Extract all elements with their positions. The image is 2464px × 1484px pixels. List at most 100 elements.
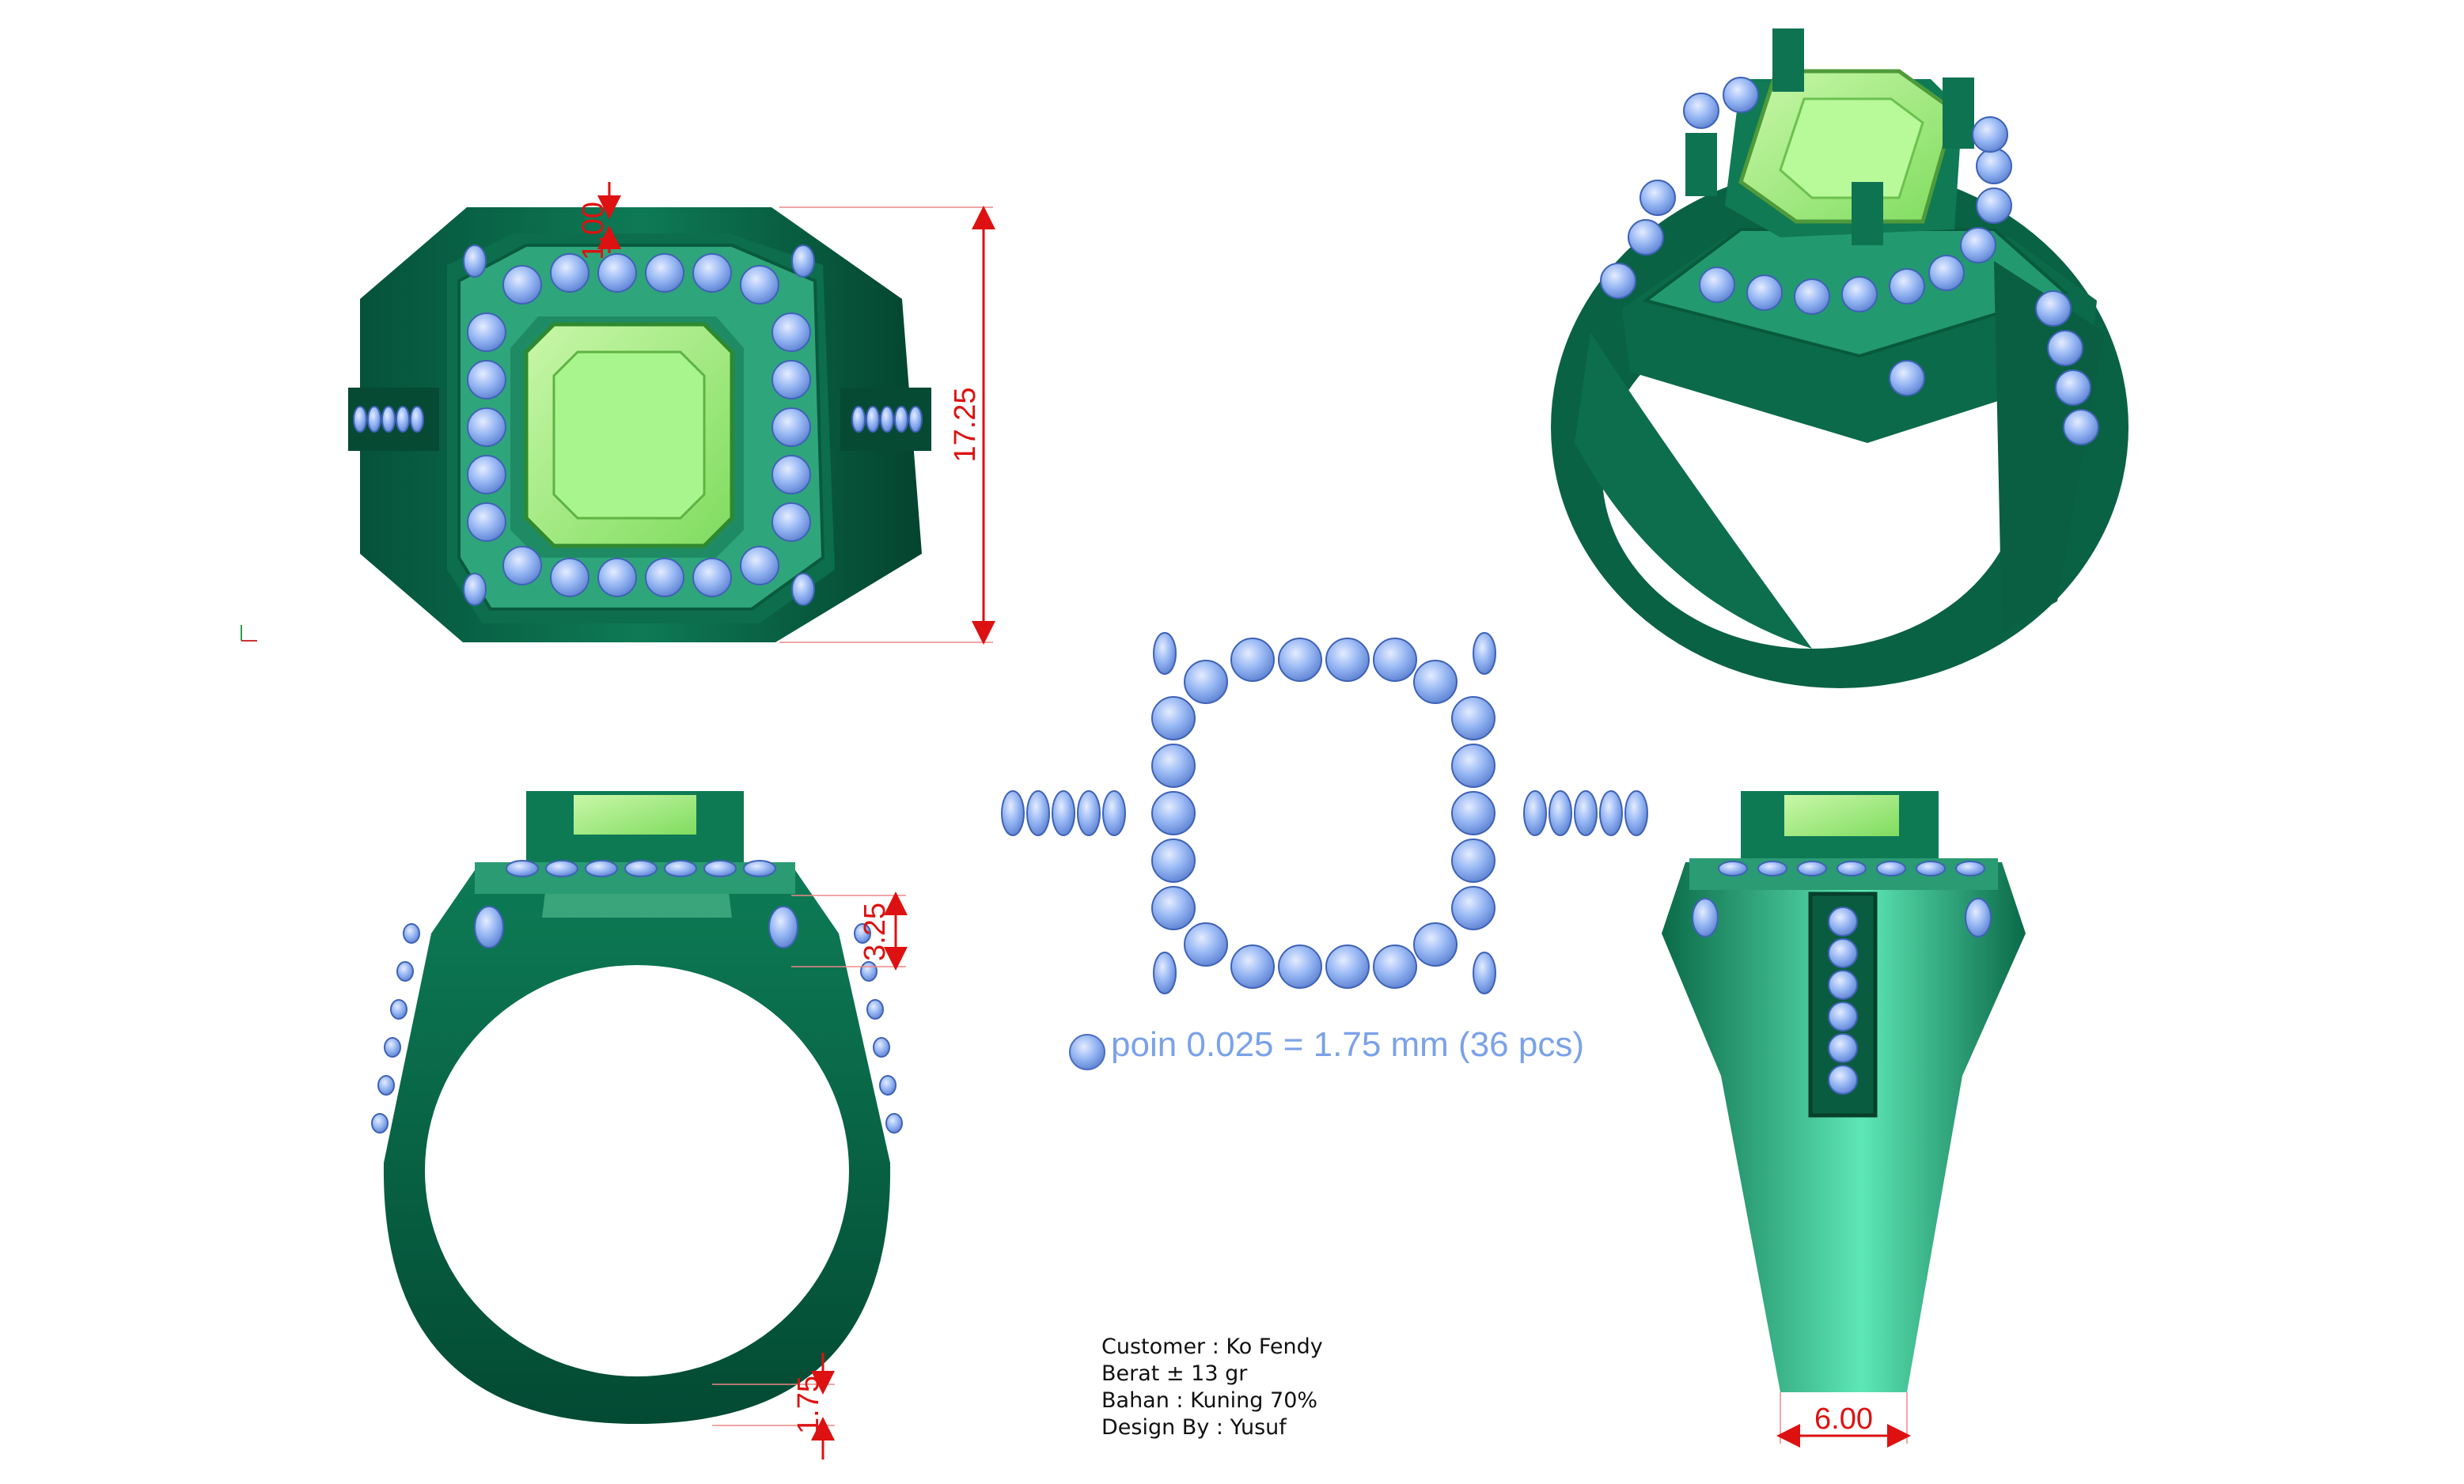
- halo-stone: [1889, 268, 1925, 305]
- layout-stone: [1451, 886, 1495, 930]
- info-designer: Design By : Yusuf: [1101, 1415, 1287, 1440]
- halo-stone: [1628, 219, 1664, 256]
- front-corner-stone: [768, 906, 798, 948]
- layout-side-stone: [1599, 790, 1623, 836]
- layout-stone: [1184, 922, 1228, 967]
- side-corner-stone: [1965, 898, 1992, 937]
- halo-stone: [692, 558, 732, 597]
- halo-stone: [2055, 369, 2091, 406]
- band-stone: [396, 961, 414, 982]
- layout-side-stone: [1052, 790, 1075, 836]
- band-stone: [879, 1075, 897, 1096]
- side-channel-stone: [1828, 907, 1858, 937]
- side-stone: [894, 406, 908, 433]
- side-top-stone: [1718, 861, 1748, 876]
- halo-stone: [692, 253, 732, 293]
- front-corner-stone: [474, 906, 504, 948]
- halo-stone: [467, 312, 506, 352]
- dim-top-height-label: 17.25: [949, 387, 982, 462]
- side-corner-stone: [1692, 898, 1719, 937]
- halo-stone: [2035, 290, 2072, 327]
- layout-stone: [1413, 660, 1458, 704]
- band-stone: [866, 999, 884, 1020]
- layout-side-stone: [1102, 790, 1126, 836]
- halo-stone: [550, 558, 589, 597]
- halo-stone: [1699, 267, 1735, 303]
- side-stone: [353, 406, 367, 433]
- layout-corner-stone: [1473, 952, 1496, 994]
- layout-stone: [1451, 839, 1495, 883]
- band-stone: [403, 923, 420, 944]
- layout-stone: [1184, 660, 1228, 704]
- halo-stone: [550, 253, 589, 293]
- halo-stone: [1841, 276, 1878, 312]
- halo-stone: [1794, 278, 1830, 315]
- side-stone: [908, 406, 923, 433]
- halo-stone: [1976, 187, 2012, 224]
- halo-stone: [771, 312, 811, 352]
- dim-top-prong-label: 1.00: [577, 202, 610, 260]
- side-stone: [866, 406, 880, 433]
- layout-stone: [1151, 886, 1196, 930]
- layout-side-stone: [1523, 790, 1547, 836]
- side-stone: [410, 406, 424, 433]
- side-channel-stone: [1828, 1001, 1858, 1032]
- halo-stone: [467, 455, 506, 494]
- front-stone: [545, 860, 578, 877]
- dim-top-prong: 1.00: [577, 182, 621, 260]
- halo-stone: [2063, 409, 2099, 445]
- dim-top-height: 17.25: [779, 206, 995, 645]
- layout-stone: [1413, 922, 1458, 967]
- side-channel-stone: [1828, 970, 1858, 1000]
- halo-stone: [740, 265, 779, 305]
- stone-layout: [1001, 632, 1648, 994]
- band-stone: [384, 1037, 401, 1058]
- info-material: Bahan : Kuning 70%: [1101, 1388, 1318, 1413]
- band-stone: [873, 1037, 890, 1058]
- layout-corner-stone: [1153, 952, 1177, 994]
- layout-side-stone: [1026, 790, 1050, 836]
- halo-stone: [467, 502, 506, 542]
- layout-side-stone: [1549, 790, 1572, 836]
- halo-stone: [1640, 180, 1676, 216]
- perspective-view: [1551, 28, 2129, 688]
- layout-side-stone: [1001, 790, 1025, 836]
- side-stone: [367, 406, 381, 433]
- front-stone: [506, 860, 539, 877]
- layout-side-stone: [1624, 790, 1648, 836]
- band-stone: [371, 1113, 389, 1134]
- front-stone: [624, 860, 658, 877]
- halo-stone: [502, 546, 542, 585]
- halo-stone: [1600, 263, 1636, 299]
- layout-corner-stone: [1473, 632, 1496, 675]
- dim-side-band: 1.75: [712, 1353, 835, 1459]
- halo-stone: [2047, 330, 2083, 366]
- layout-side-stone: [1574, 790, 1598, 836]
- layout-stone: [1451, 744, 1495, 788]
- band-stone: [854, 923, 871, 944]
- layout-stone: [1373, 945, 1417, 989]
- halo-stone: [1683, 93, 1719, 129]
- corner-stone: [463, 244, 487, 278]
- front-view: [371, 791, 903, 1424]
- layout-stone: [1278, 945, 1322, 989]
- halo-stone: [771, 455, 811, 494]
- band-stone: [885, 1113, 903, 1134]
- side-channel-stone: [1828, 938, 1858, 968]
- halo-stone: [645, 253, 684, 293]
- layout-stone: [1278, 638, 1322, 682]
- corner-stone: [463, 573, 487, 606]
- halo-stone: [1746, 274, 1783, 311]
- halo-stone: [1723, 77, 1759, 113]
- halo-stone: [1928, 255, 1965, 291]
- band-stone: [390, 999, 408, 1020]
- layout-stone: [1451, 791, 1495, 835]
- band-stone: [860, 961, 878, 982]
- info-weight: Berat ± 13 gr: [1101, 1361, 1248, 1386]
- halo-stone: [502, 265, 542, 305]
- corner-stone: [791, 244, 815, 278]
- layout-stone: [1151, 744, 1196, 788]
- layout-stone: [1451, 696, 1495, 740]
- side-channel-stone: [1828, 1065, 1858, 1095]
- halo-stone: [645, 558, 684, 597]
